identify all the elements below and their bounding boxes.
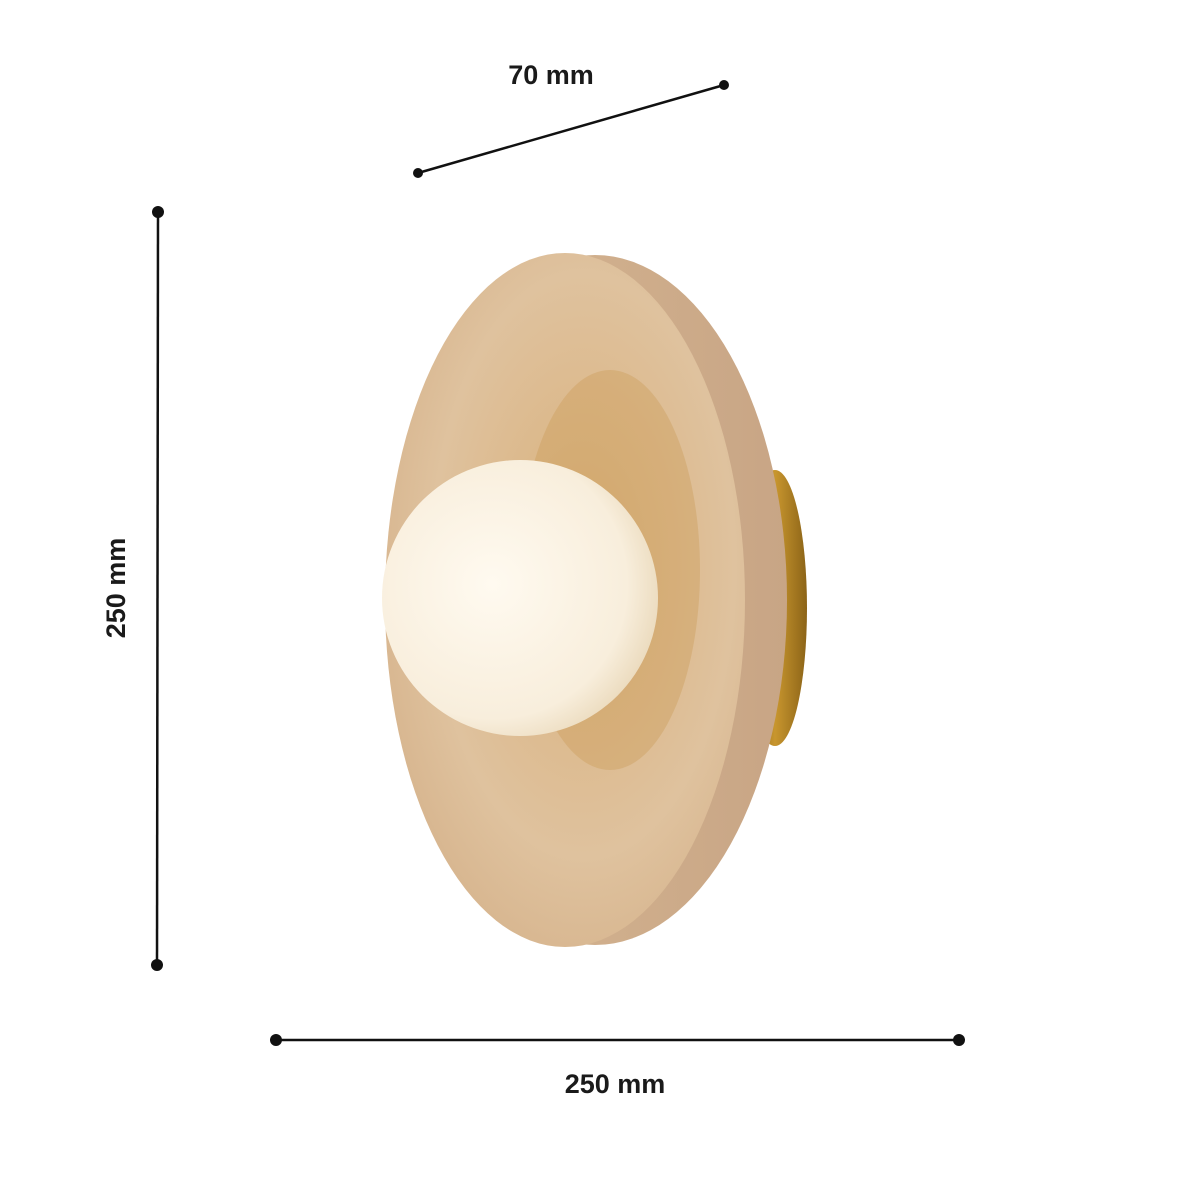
width-label: 250 mm xyxy=(565,1069,666,1099)
wall-lamp-illustration xyxy=(382,253,807,947)
width-dimension: 250 mm xyxy=(270,1034,965,1099)
depth-endpoint xyxy=(413,168,423,178)
height-dimension-line xyxy=(155,211,160,966)
width-endpoint xyxy=(270,1034,282,1046)
width-endpoint xyxy=(953,1034,965,1046)
depth-dimension-line xyxy=(417,83,725,175)
depth-dimension: 70 mm xyxy=(413,60,729,178)
depth-endpoint xyxy=(719,80,729,90)
height-label: 250 mm xyxy=(101,538,131,639)
depth-label: 70 mm xyxy=(508,60,594,90)
glass-globe xyxy=(382,460,658,736)
height-dimension: 250 mm xyxy=(101,206,164,971)
height-endpoint xyxy=(152,206,164,218)
height-endpoint xyxy=(151,959,163,971)
